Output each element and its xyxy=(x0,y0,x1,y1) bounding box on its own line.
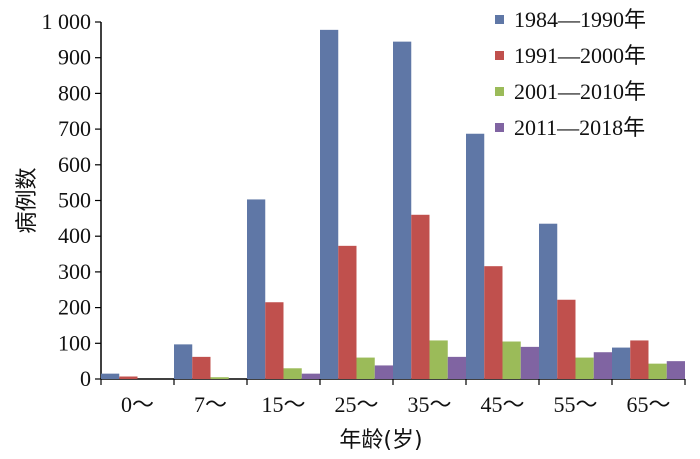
legend-label: 2011—2018年 xyxy=(514,115,645,140)
bar xyxy=(630,340,649,379)
legend-swatch xyxy=(495,87,504,96)
bar xyxy=(320,29,339,379)
x-tick-label: 7～ xyxy=(194,392,227,417)
y-tick-label: 400 xyxy=(58,223,91,248)
y-tick-label: 0 xyxy=(80,366,91,391)
y-tick-label: 700 xyxy=(58,116,91,141)
y-tick-label: 500 xyxy=(58,188,91,213)
x-axis-title: 年龄(岁) xyxy=(339,428,422,453)
bar xyxy=(210,377,229,379)
bars xyxy=(101,29,685,379)
bar xyxy=(539,223,558,379)
legend-swatch xyxy=(495,51,504,60)
bar xyxy=(575,357,594,379)
bar xyxy=(484,266,503,379)
bar xyxy=(247,199,266,379)
y-tick-label: 100 xyxy=(58,330,91,355)
x-tick-label: 65～ xyxy=(626,392,670,417)
bar xyxy=(502,341,521,379)
bar xyxy=(447,356,466,379)
y-tick-label: 800 xyxy=(58,80,91,105)
bar xyxy=(411,214,430,379)
bar xyxy=(666,361,685,379)
bar xyxy=(429,340,448,379)
bar xyxy=(593,352,612,379)
bar xyxy=(466,133,485,379)
x-ticks: 0～ 7～ 15～ 25～ 35～ 45～ 55～ 65～ xyxy=(100,379,686,417)
x-tick-label: 15～ xyxy=(261,392,305,417)
y-axis-title: 病例数 xyxy=(15,167,40,233)
bar xyxy=(374,365,393,379)
x-tick-label: 0～ xyxy=(121,392,154,417)
legend-label: 1991—2000年 xyxy=(514,43,646,68)
bar xyxy=(356,357,375,379)
bar xyxy=(520,346,539,379)
y-ticks: 0 100 200 300 400 500 600 700 800 900 1 000 xyxy=(42,9,101,391)
bar xyxy=(648,363,667,379)
bar xyxy=(338,245,357,379)
y-tick-label: 200 xyxy=(58,295,91,320)
legend-swatch xyxy=(495,123,504,132)
bar xyxy=(301,373,320,379)
x-tick-label: 55～ xyxy=(553,392,597,417)
bar xyxy=(265,302,284,379)
y-tick-label: 600 xyxy=(58,152,91,177)
bar xyxy=(119,376,138,379)
y-tick-label: 1 000 xyxy=(42,9,92,34)
bar xyxy=(174,344,193,379)
y-tick-label: 900 xyxy=(58,45,91,70)
x-tick-label: 45～ xyxy=(480,392,524,417)
bar xyxy=(612,347,631,379)
legend-swatch xyxy=(495,15,504,24)
y-tick-label: 300 xyxy=(58,259,91,284)
bar xyxy=(192,356,211,379)
bar xyxy=(101,373,120,379)
legend: 1984—1990年 1991—2000年 2001—2010年 2011—2018年 xyxy=(495,7,646,140)
bar xyxy=(557,299,576,379)
legend-label: 2001—2010年 xyxy=(514,79,646,104)
bar xyxy=(393,41,412,379)
bar xyxy=(283,368,302,379)
x-tick-label: 35～ xyxy=(407,392,451,417)
legend-label: 1984—1990年 xyxy=(514,7,646,32)
x-tick-label: 25～ xyxy=(334,392,378,417)
